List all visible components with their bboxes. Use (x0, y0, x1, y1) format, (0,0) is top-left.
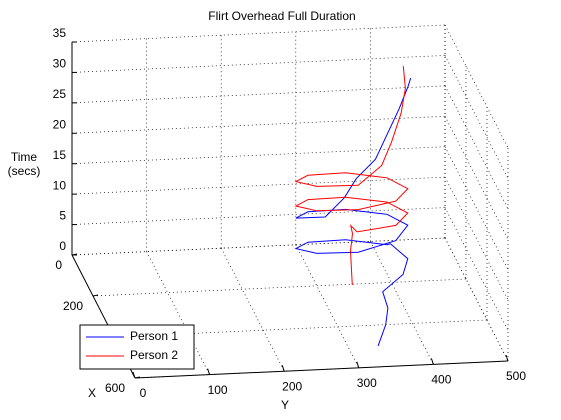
tick-mark (92, 294, 99, 297)
series-line (294, 77, 412, 347)
x-tick-label: 600 (105, 381, 125, 395)
tick-mark (134, 376, 141, 379)
grid-line (444, 24, 509, 149)
grid-line (71, 85, 446, 104)
y-tick-label: 400 (431, 373, 451, 387)
y-tick-label: 0 (140, 386, 147, 400)
z-axis-label: Time (11, 150, 38, 164)
tick-mark (132, 371, 136, 379)
grid-line (444, 55, 509, 179)
grid-line (92, 278, 467, 297)
grid-line (444, 116, 509, 240)
grid-line (71, 55, 446, 73)
tick-mark (356, 361, 360, 368)
legend-box (79, 324, 195, 370)
y-axis-label: Y (281, 398, 289, 412)
grid-line (444, 237, 509, 362)
z-tick-label: 5 (59, 209, 66, 223)
x-tick-label: 200 (63, 299, 83, 313)
y-axis (134, 360, 509, 379)
tick-mark (207, 368, 211, 375)
y-tick-label: 200 (282, 379, 302, 393)
legend-label: Person 1 (130, 329, 178, 343)
z-axis-label: (secs) (8, 164, 41, 178)
grid-line (444, 85, 509, 210)
z-tick-label: 35 (53, 26, 67, 40)
chart-title: Flirt Overhead Full Duration (208, 9, 355, 23)
z-tick-label: 30 (53, 57, 67, 71)
x-axis-label: X (88, 386, 96, 400)
z-tick-label: 20 (53, 117, 67, 131)
legend-label: Person 2 (130, 348, 178, 362)
grid-line (71, 176, 446, 195)
x-tick-label: 0 (55, 258, 62, 272)
y-tick-label: 100 (208, 383, 228, 397)
z-tick-label: 0 (59, 239, 66, 253)
grid-line (370, 241, 434, 365)
z-tick-label: 15 (53, 148, 67, 162)
z-tick-label: 25 (53, 87, 67, 101)
y-tick-label: 300 (357, 376, 377, 390)
grid-line (444, 207, 509, 331)
tick-mark (505, 354, 509, 362)
z-tick-label: 10 (53, 178, 67, 192)
grid-line (444, 146, 509, 270)
grid-line (444, 176, 509, 301)
tick-mark (71, 253, 78, 256)
grid-line (71, 207, 446, 225)
series-line (294, 66, 409, 286)
grid-line (71, 237, 446, 256)
y-tick-label: 500 (506, 369, 526, 383)
tick-mark (430, 358, 434, 365)
tick-mark (281, 365, 285, 372)
grid-line (295, 244, 360, 368)
grid-line (71, 24, 446, 43)
grid-line (220, 248, 285, 372)
